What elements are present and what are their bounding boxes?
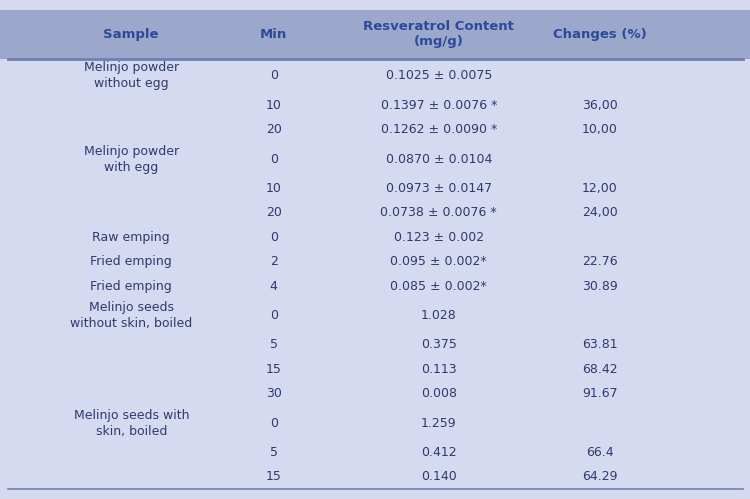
- Text: Melinjo powder
with egg: Melinjo powder with egg: [84, 145, 178, 174]
- Text: Changes (%): Changes (%): [553, 28, 646, 41]
- FancyBboxPatch shape: [0, 225, 750, 250]
- Text: 36,00: 36,00: [582, 99, 618, 112]
- Text: 63.81: 63.81: [582, 338, 618, 351]
- Text: 10,00: 10,00: [582, 123, 618, 136]
- Text: 0.0738 ± 0.0076 *: 0.0738 ± 0.0076 *: [380, 207, 497, 220]
- Text: 0: 0: [270, 231, 278, 244]
- FancyBboxPatch shape: [0, 333, 750, 357]
- Text: 5: 5: [270, 338, 278, 351]
- FancyBboxPatch shape: [0, 201, 750, 225]
- Text: Sample: Sample: [104, 28, 159, 41]
- Text: 64.29: 64.29: [582, 471, 618, 484]
- Text: 0.123 ± 0.002: 0.123 ± 0.002: [394, 231, 484, 244]
- Text: 0: 0: [270, 309, 278, 322]
- Text: 15: 15: [266, 471, 282, 484]
- Text: 66.4: 66.4: [586, 446, 613, 459]
- Text: 0.412: 0.412: [421, 446, 457, 459]
- Text: 5: 5: [270, 446, 278, 459]
- FancyBboxPatch shape: [0, 406, 750, 440]
- Text: 68.42: 68.42: [582, 363, 618, 376]
- FancyBboxPatch shape: [0, 10, 750, 59]
- Text: 22.76: 22.76: [582, 255, 618, 268]
- FancyBboxPatch shape: [0, 93, 750, 118]
- Text: Resveratrol Content
(mg/g): Resveratrol Content (mg/g): [363, 20, 514, 48]
- Text: 91.67: 91.67: [582, 387, 618, 400]
- Text: 30: 30: [266, 387, 282, 400]
- FancyBboxPatch shape: [0, 118, 750, 142]
- Text: 0.008: 0.008: [421, 387, 457, 400]
- Text: 2: 2: [270, 255, 278, 268]
- Text: 10: 10: [266, 99, 282, 112]
- Text: 0.375: 0.375: [421, 338, 457, 351]
- FancyBboxPatch shape: [0, 381, 750, 406]
- Text: 20: 20: [266, 207, 282, 220]
- FancyBboxPatch shape: [0, 142, 750, 177]
- FancyBboxPatch shape: [0, 274, 750, 298]
- Text: 30.89: 30.89: [582, 279, 618, 292]
- Text: 24,00: 24,00: [582, 207, 618, 220]
- Text: 0.0870 ± 0.0104: 0.0870 ± 0.0104: [386, 153, 492, 166]
- FancyBboxPatch shape: [0, 250, 750, 274]
- Text: 12,00: 12,00: [582, 182, 618, 195]
- Text: 10: 10: [266, 182, 282, 195]
- FancyBboxPatch shape: [0, 177, 750, 201]
- Text: 0.140: 0.140: [421, 471, 457, 484]
- Text: 0.1262 ± 0.0090 *: 0.1262 ± 0.0090 *: [380, 123, 496, 136]
- FancyBboxPatch shape: [0, 357, 750, 381]
- FancyBboxPatch shape: [0, 440, 750, 465]
- Text: Raw emping: Raw emping: [92, 231, 170, 244]
- Text: 0: 0: [270, 153, 278, 166]
- FancyBboxPatch shape: [0, 465, 750, 489]
- Text: 1.259: 1.259: [421, 417, 457, 430]
- Text: Fried emping: Fried emping: [90, 255, 172, 268]
- Text: Melinjo seeds with
skin, boiled: Melinjo seeds with skin, boiled: [74, 409, 189, 438]
- Text: Min: Min: [260, 28, 287, 41]
- Text: Melinjo powder
without egg: Melinjo powder without egg: [84, 61, 178, 90]
- Text: 0.1025 ± 0.0075: 0.1025 ± 0.0075: [386, 69, 492, 82]
- Text: 20: 20: [266, 123, 282, 136]
- FancyBboxPatch shape: [0, 59, 750, 93]
- FancyBboxPatch shape: [0, 298, 750, 333]
- Text: Melinjo seeds
without skin, boiled: Melinjo seeds without skin, boiled: [70, 301, 192, 330]
- Text: 1.028: 1.028: [421, 309, 457, 322]
- Text: 0.1397 ± 0.0076 *: 0.1397 ± 0.0076 *: [380, 99, 497, 112]
- Text: 0.113: 0.113: [421, 363, 457, 376]
- Text: 15: 15: [266, 363, 282, 376]
- Text: 0.0973 ± 0.0147: 0.0973 ± 0.0147: [386, 182, 492, 195]
- Text: Fried emping: Fried emping: [90, 279, 172, 292]
- Text: 0: 0: [270, 417, 278, 430]
- Text: 0: 0: [270, 69, 278, 82]
- Text: 4: 4: [270, 279, 278, 292]
- Text: 0.095 ± 0.002*: 0.095 ± 0.002*: [391, 255, 487, 268]
- Text: 0.085 ± 0.002*: 0.085 ± 0.002*: [390, 279, 488, 292]
